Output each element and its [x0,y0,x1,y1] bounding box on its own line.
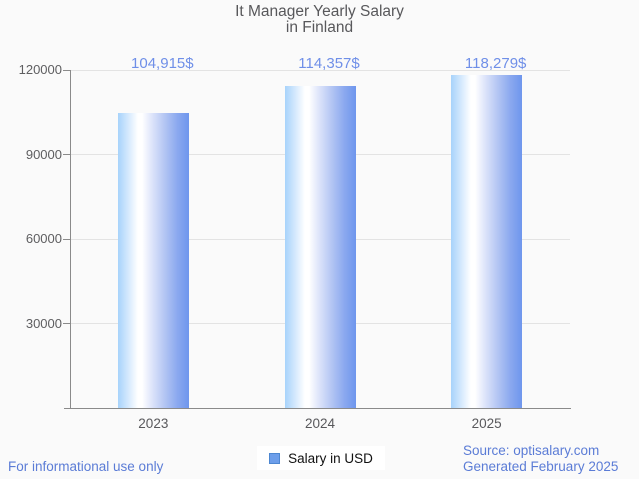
chart-title-line2: in Finland [285,19,354,36]
source-attribution: Source: optisalary.com Generated Februar… [463,443,618,475]
bar-2025 [451,74,523,408]
x-label-2025: 2025 [471,416,502,431]
y-axis-line [70,70,71,409]
value-label-2023: 104,915$ [131,55,194,72]
generated-date: Generated February 2025 [463,459,619,474]
y-tick-30000 [63,323,71,325]
chart-title-line1: It Manager Yearly Salary [235,3,404,20]
y-tick-60000 [63,238,71,240]
x-label-2023: 2023 [138,416,169,431]
value-label-2024: 114,357$ [298,55,360,72]
disclaimer-text: For informational use only [8,459,164,474]
y-tick-90000 [63,154,71,156]
x-label-2024: 2024 [304,416,336,431]
gridline-120000 [71,69,570,71]
bar-2023 [117,112,189,408]
x-axis-line [64,408,571,409]
source-line: Source: optisalary.com [463,443,600,458]
legend: Salary in USD [257,446,385,470]
legend-swatch-icon [269,452,281,464]
y-tick-label-90000: 90000 [25,146,62,162]
y-tick-label-60000: 60000 [25,231,62,247]
y-tick-label-30000: 30000 [25,315,62,331]
legend-label: Salary in USD [288,450,373,466]
y-tick-label-120000: 120000 [18,62,62,77]
value-label-2025: 118,279$ [464,55,527,72]
y-tick-120000 [63,69,71,71]
chart-title: It Manager Yearly Salary in Finland [0,4,639,36]
bar-2024 [284,85,356,408]
